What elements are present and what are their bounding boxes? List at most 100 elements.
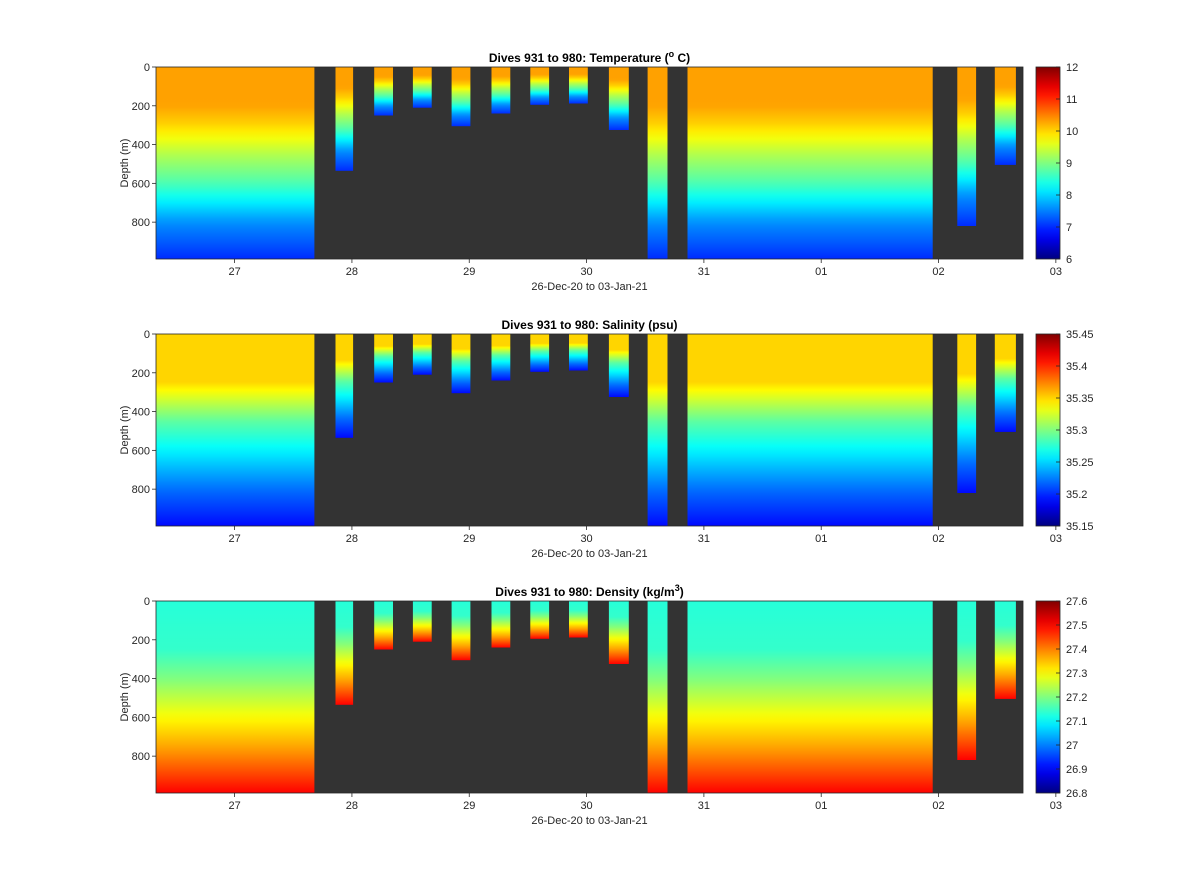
data-section [335, 334, 354, 438]
x-axis-label: 26-Dec-20 to 03-Jan-21 [531, 548, 647, 560]
colorbar-tick-label: 7 [1066, 222, 1072, 234]
colorbar-tick-label: 27.2 [1066, 692, 1087, 704]
y-tick-label: 200 [132, 635, 150, 647]
y-tick-label: 0 [144, 62, 150, 74]
y-tick-label: 200 [132, 101, 150, 113]
colorbar-tick-label: 27.4 [1066, 644, 1087, 656]
data-section [647, 334, 668, 526]
axes-frame [155, 333, 1024, 527]
data-section [647, 601, 668, 793]
x-tick-label: 02 [932, 266, 944, 278]
data-section [569, 601, 588, 638]
density-panel: Dives 931 to 980: Density (kg/m3) 0 200 400… [119, 583, 1087, 827]
colorbar-tick-label: 12 [1066, 62, 1078, 74]
x-axis-label: 26-Dec-20 to 03-Jan-21 [531, 815, 647, 827]
colorbar-tick-label: 27 [1066, 740, 1078, 752]
y-tick-label: 800 [132, 217, 150, 229]
temperature-panel: Dives 931 to 980: Temperature (o C) 0 200 4… [119, 49, 1078, 293]
x-tick-label: 03 [1050, 800, 1062, 812]
data-section [687, 334, 933, 526]
data-section [569, 334, 588, 371]
colorbar-tick-label: 11 [1066, 94, 1077, 106]
data-section [335, 67, 354, 171]
x-tick-label: 02 [932, 800, 944, 812]
x-tick-label: 01 [815, 266, 827, 278]
data-section [608, 67, 629, 130]
data-section [374, 601, 393, 650]
y-tick-label: 600 [132, 712, 150, 724]
axes-frame [155, 600, 1024, 794]
colorbar-tick-label: 35.2 [1066, 489, 1087, 501]
x-tick-label: 01 [815, 533, 827, 545]
x-tick-label: 28 [346, 266, 358, 278]
y-tick-label: 800 [132, 484, 150, 496]
data-section [491, 601, 511, 648]
colorbar-tick-label: 27.3 [1066, 668, 1087, 680]
colorbar-tick-label: 8 [1066, 190, 1072, 202]
data-section [335, 601, 354, 705]
data-section [412, 601, 432, 642]
x-tick-label: 29 [463, 266, 475, 278]
colorbar-tick-label: 26.9 [1066, 764, 1087, 776]
colorbar-tick-label: 35.4 [1066, 361, 1087, 373]
x-tick-label: 30 [580, 533, 592, 545]
y-axis-label: Depth (m) [119, 139, 131, 188]
data-section [647, 67, 668, 259]
data-section [957, 67, 977, 226]
data-section [530, 601, 550, 639]
y-tick-label: 0 [144, 329, 150, 341]
data-section [994, 334, 1016, 432]
data-section [530, 67, 550, 105]
data-section [994, 67, 1016, 165]
x-tick-label: 28 [346, 533, 358, 545]
colorbar-tick-label: 26.8 [1066, 788, 1087, 800]
y-tick-label: 0 [144, 596, 150, 608]
data-section [687, 601, 933, 793]
data-section [156, 67, 315, 259]
y-tick-label: 600 [132, 178, 150, 190]
chart-title: Dives 931 to 980: Density (kg/m3) [495, 583, 683, 599]
data-section [451, 334, 471, 394]
x-tick-label: 27 [228, 533, 240, 545]
data-section [412, 67, 432, 108]
data-section [156, 601, 315, 793]
colorbar-tick-label: 6 [1066, 254, 1072, 266]
x-tick-label: 27 [228, 266, 240, 278]
y-tick-label: 200 [132, 368, 150, 380]
y-axis-label: Depth (m) [119, 673, 131, 722]
salinity-panel: Dives 931 to 980: Salinity (psu) 0 200 400 6… [119, 318, 1094, 560]
x-tick-label: 30 [580, 266, 592, 278]
data-section [957, 334, 977, 493]
data-section [608, 601, 629, 664]
y-tick-label: 400 [132, 407, 150, 419]
x-tick-label: 29 [463, 533, 475, 545]
chart-title: Dives 931 to 980: Salinity (psu) [501, 318, 677, 332]
data-section [994, 601, 1016, 699]
data-section [156, 334, 315, 526]
data-section [451, 67, 471, 127]
colorbar-tick-label: 27.6 [1066, 596, 1087, 608]
data-section [608, 334, 629, 397]
colorbar-tick-label: 35.25 [1066, 457, 1094, 469]
data-section [451, 601, 471, 661]
x-axis-label: 26-Dec-20 to 03-Jan-21 [531, 281, 647, 293]
x-tick-label: 30 [580, 800, 592, 812]
data-section [530, 334, 550, 372]
axes-frame [155, 66, 1024, 260]
x-tick-label: 31 [698, 533, 710, 545]
colorbar-tick-label: 35.45 [1066, 329, 1094, 341]
data-section [491, 67, 511, 114]
colorbar-tick-label: 35.15 [1066, 521, 1094, 533]
data-section [374, 334, 393, 383]
colorbar-tick-label: 27.5 [1066, 620, 1087, 632]
y-axis-label: Depth (m) [119, 406, 131, 455]
x-tick-label: 01 [815, 800, 827, 812]
chart-title: Dives 931 to 980: Temperature (o C) [489, 49, 690, 65]
data-section [491, 334, 511, 381]
colorbar-tick-label: 35.3 [1066, 425, 1087, 437]
x-tick-label: 28 [346, 800, 358, 812]
colorbar-tick-label: 9 [1066, 158, 1072, 170]
colorbar-tick-label: 27.1 [1066, 716, 1087, 728]
x-tick-label: 02 [932, 533, 944, 545]
